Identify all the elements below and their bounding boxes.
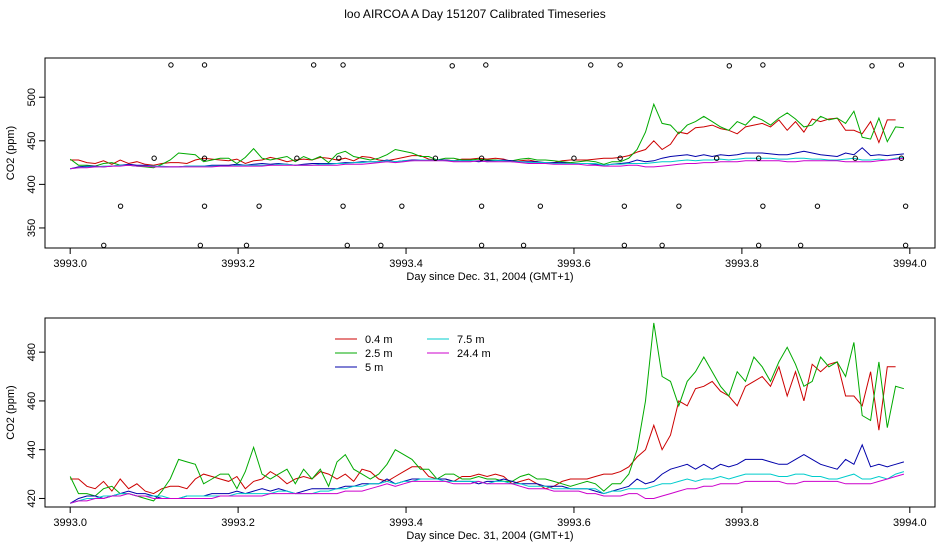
- data-point: [478, 242, 485, 249]
- data-point: [755, 242, 762, 249]
- x-tick-label: 3993.8: [725, 258, 759, 270]
- x-tick-label: 3993.0: [53, 258, 87, 270]
- series-line-24-4-m: [70, 473, 905, 504]
- x-tick-label: 3993.6: [557, 258, 591, 270]
- data-point: [621, 203, 628, 209]
- data-point: [755, 155, 762, 161]
- y-axis-label: CO2 (ppm): [5, 126, 17, 180]
- x-tick-label: 3993.2: [221, 517, 255, 529]
- y-tick-label: 500: [26, 88, 38, 106]
- x-tick-label: 3994.0: [893, 258, 927, 270]
- series-line-5-m: [70, 147, 904, 170]
- data-point: [201, 155, 208, 161]
- data-point: [898, 155, 905, 161]
- x-tick-label: 3993.4: [389, 517, 423, 529]
- y-tick-label: 480: [26, 343, 38, 361]
- legend-label: 0.4 m: [365, 334, 393, 346]
- data-point: [294, 155, 300, 161]
- series-line-24-4-m: [70, 157, 904, 170]
- series-line-2-5-m: [69, 102, 904, 169]
- data-point: [520, 242, 527, 249]
- data-point: [201, 62, 208, 68]
- legend-label: 24.4 m: [457, 348, 491, 360]
- chart-title: loo AIRCOA A Day 151207 Calibrated Times…: [344, 7, 606, 21]
- plot-frame-1: [44, 57, 936, 249]
- legend-label: 7.5 m: [457, 334, 485, 346]
- data-point: [478, 155, 485, 161]
- series-line-2-5-m: [69, 322, 905, 502]
- data-point: [478, 203, 485, 209]
- legend-label: 2.5 m: [365, 348, 393, 360]
- data-point: [243, 242, 250, 249]
- data-point: [537, 203, 544, 209]
- data-point: [449, 63, 455, 69]
- y-tick-label: 400: [26, 175, 38, 193]
- data-point: [151, 155, 157, 161]
- data-point: [340, 203, 346, 209]
- data-point: [797, 242, 804, 249]
- data-point: [676, 203, 682, 209]
- data-point: [621, 242, 628, 249]
- legend-label: 5 m: [365, 362, 383, 374]
- y-tick-label: 460: [26, 392, 38, 410]
- data-point: [617, 62, 623, 68]
- y-tick-label: 440: [26, 441, 38, 459]
- y-tick-label: 450: [26, 132, 38, 150]
- data-point: [588, 62, 594, 68]
- data-point: [117, 203, 124, 209]
- y-tick-label: 420: [26, 489, 38, 507]
- data-point: [571, 155, 577, 161]
- data-point: [713, 155, 720, 161]
- x-tick-label: 3993.0: [53, 517, 87, 529]
- series-line-5-m: [69, 443, 905, 504]
- data-point: [760, 62, 766, 68]
- data-point: [168, 62, 174, 68]
- data-point: [483, 62, 489, 68]
- x-tick-label: 3994.0: [893, 517, 927, 529]
- data-point: [659, 242, 665, 249]
- data-point: [399, 203, 405, 209]
- data-point: [256, 203, 262, 209]
- series-line-0-4-m: [70, 361, 896, 495]
- plot-frame-2: [44, 317, 936, 508]
- data-point: [902, 203, 909, 209]
- x-tick-label: 3993.6: [557, 517, 591, 529]
- data-point: [310, 62, 317, 68]
- data-point: [101, 242, 107, 249]
- series-line-0-4-m: [70, 117, 896, 166]
- data-point: [898, 62, 905, 68]
- data-point: [902, 242, 909, 249]
- data-point: [617, 155, 623, 161]
- x-tick-label: 3993.8: [725, 517, 759, 529]
- x-axis-label: Day since Dec. 31, 2004 (GMT+1): [406, 271, 573, 283]
- data-point: [336, 155, 342, 161]
- y-tick-label: 350: [26, 219, 38, 237]
- data-point: [344, 242, 350, 249]
- data-point: [726, 63, 732, 69]
- data-point: [760, 203, 766, 209]
- data-point: [852, 155, 858, 161]
- data-point: [869, 63, 875, 69]
- data-point: [378, 242, 384, 249]
- data-point: [340, 62, 346, 68]
- y-axis-label: CO2 (ppm): [5, 385, 17, 439]
- data-point: [814, 203, 821, 209]
- x-tick-label: 3993.2: [221, 258, 255, 270]
- data-point: [197, 242, 204, 249]
- data-point: [432, 155, 439, 161]
- x-tick-label: 3993.4: [389, 258, 423, 270]
- data-point: [201, 203, 208, 209]
- x-axis-label: Day since Dec. 31, 2004 (GMT+1): [406, 530, 573, 542]
